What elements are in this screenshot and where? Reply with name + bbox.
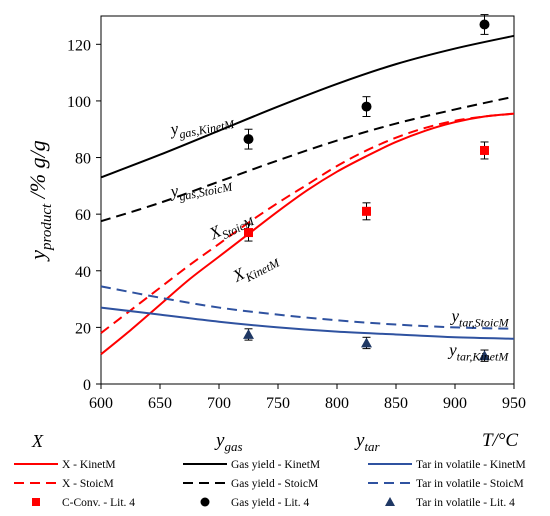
legend-entry-gas-yield-kinetm: Gas yield - KinetM <box>183 459 320 471</box>
data-point-tar-in-volatile-lit-4 <box>361 337 372 348</box>
x-tick-label: 650 <box>148 395 172 412</box>
data-point-c-conv-lit-4 <box>480 145 489 155</box>
legend-entry-gas-yield-lit-4: Gas yield - Lit. 4 <box>200 497 309 509</box>
data-point-gas-yield-lit-4 <box>243 134 254 145</box>
y-tick-label: 60 <box>75 207 91 224</box>
legend-entry-tar-in-volatile-lit-4: Tar in volatile - Lit. 4 <box>385 497 515 509</box>
legend-label: Gas yield - KinetM <box>231 459 320 471</box>
y-tick-label: 80 <box>75 151 91 168</box>
legend-items: X - KinetM X - StoicM C-Conv. - Lit. 4 Gas … <box>14 459 526 509</box>
data-point-tar-in-volatile-lit-4 <box>243 328 254 339</box>
y-tick-label: 40 <box>75 264 91 281</box>
annotation-y-tar-kinetm: ytar,KinetM <box>447 341 509 364</box>
marker-layer <box>243 14 490 362</box>
legend-label: Gas yield - StoicM <box>231 478 318 490</box>
y-tick-label: 120 <box>67 37 91 54</box>
series-layer <box>100 34 515 356</box>
legend-swatch <box>385 497 395 506</box>
series-line-x-kinetm <box>100 112 515 356</box>
x-tick-label: 950 <box>502 395 526 412</box>
legend-label: Gas yield - Lit. 4 <box>231 497 309 509</box>
legend-header-ygas: ygas <box>214 430 243 454</box>
x-axis-label: T/°C <box>482 430 518 451</box>
legend-swatch <box>200 497 210 507</box>
legend-label: C-Conv. - Lit. 4 <box>62 497 135 509</box>
legend-entry-tar-in-volatile-stoicm: Tar in volatile - StoicM <box>368 478 524 490</box>
legend-entry-x-kinetm: X - KinetM <box>14 459 116 471</box>
data-point-gas-yield-lit-4 <box>361 101 372 112</box>
x-tick-label: 850 <box>384 395 408 412</box>
series-line-tar-in-volatile-kinetm <box>100 306 515 340</box>
x-tick-label: 800 <box>325 395 349 412</box>
legend-label: Tar in volatile - Lit. 4 <box>416 497 515 509</box>
tick-layer: 600 650 700 750 800 850 900 950 0 20 40 60 80 100 120 <box>67 37 526 412</box>
x-tick-label: 700 <box>207 395 231 412</box>
legend-header-x: X <box>31 431 44 451</box>
annotation-y-tar-stoicm: ytar,StoicM <box>449 307 509 330</box>
legend-entry-c-conv-lit-4: C-Conv. - Lit. 4 <box>32 497 135 509</box>
legend-entry-tar-in-volatile-kinetm: Tar in volatile - KinetM <box>368 459 526 471</box>
x-tick-label: 600 <box>89 395 113 412</box>
legend-entry-x-stoicm: X - StoicM <box>14 478 114 490</box>
data-point-tar-in-volatile-lit-4 <box>479 350 490 361</box>
y-tick-label: 100 <box>67 94 91 111</box>
legend-entry-gas-yield-stoicm: Gas yield - StoicM <box>183 478 318 490</box>
series-line-gas-yield-stoicm <box>100 95 515 223</box>
legend-label: X - StoicM <box>62 478 114 490</box>
data-point-c-conv-lit-4 <box>362 206 371 216</box>
legend: X ygas ytar X - KinetM X - StoicM C-Conv. … <box>14 430 526 509</box>
x-tick-label: 750 <box>266 395 290 412</box>
x-tick-label: 900 <box>443 395 467 412</box>
data-point-gas-yield-lit-4 <box>479 19 490 30</box>
legend-swatch <box>32 498 40 506</box>
series-line-tar-in-volatile-stoicm <box>100 285 515 330</box>
series-line-gas-yield-kinetm <box>100 34 515 179</box>
data-point-c-conv-lit-4 <box>244 228 253 238</box>
y-axis-label: yproduct /% g/g <box>25 140 55 261</box>
legend-label: X - KinetM <box>62 459 116 471</box>
y-tick-label: 20 <box>75 320 91 337</box>
legend-label: Tar in volatile - KinetM <box>416 459 526 471</box>
series-line-x-stoicm <box>100 112 515 334</box>
y-tick-label: 0 <box>83 377 91 394</box>
legend-label: Tar in volatile - StoicM <box>416 478 524 490</box>
legend-header-ytar: ytar <box>354 430 381 454</box>
